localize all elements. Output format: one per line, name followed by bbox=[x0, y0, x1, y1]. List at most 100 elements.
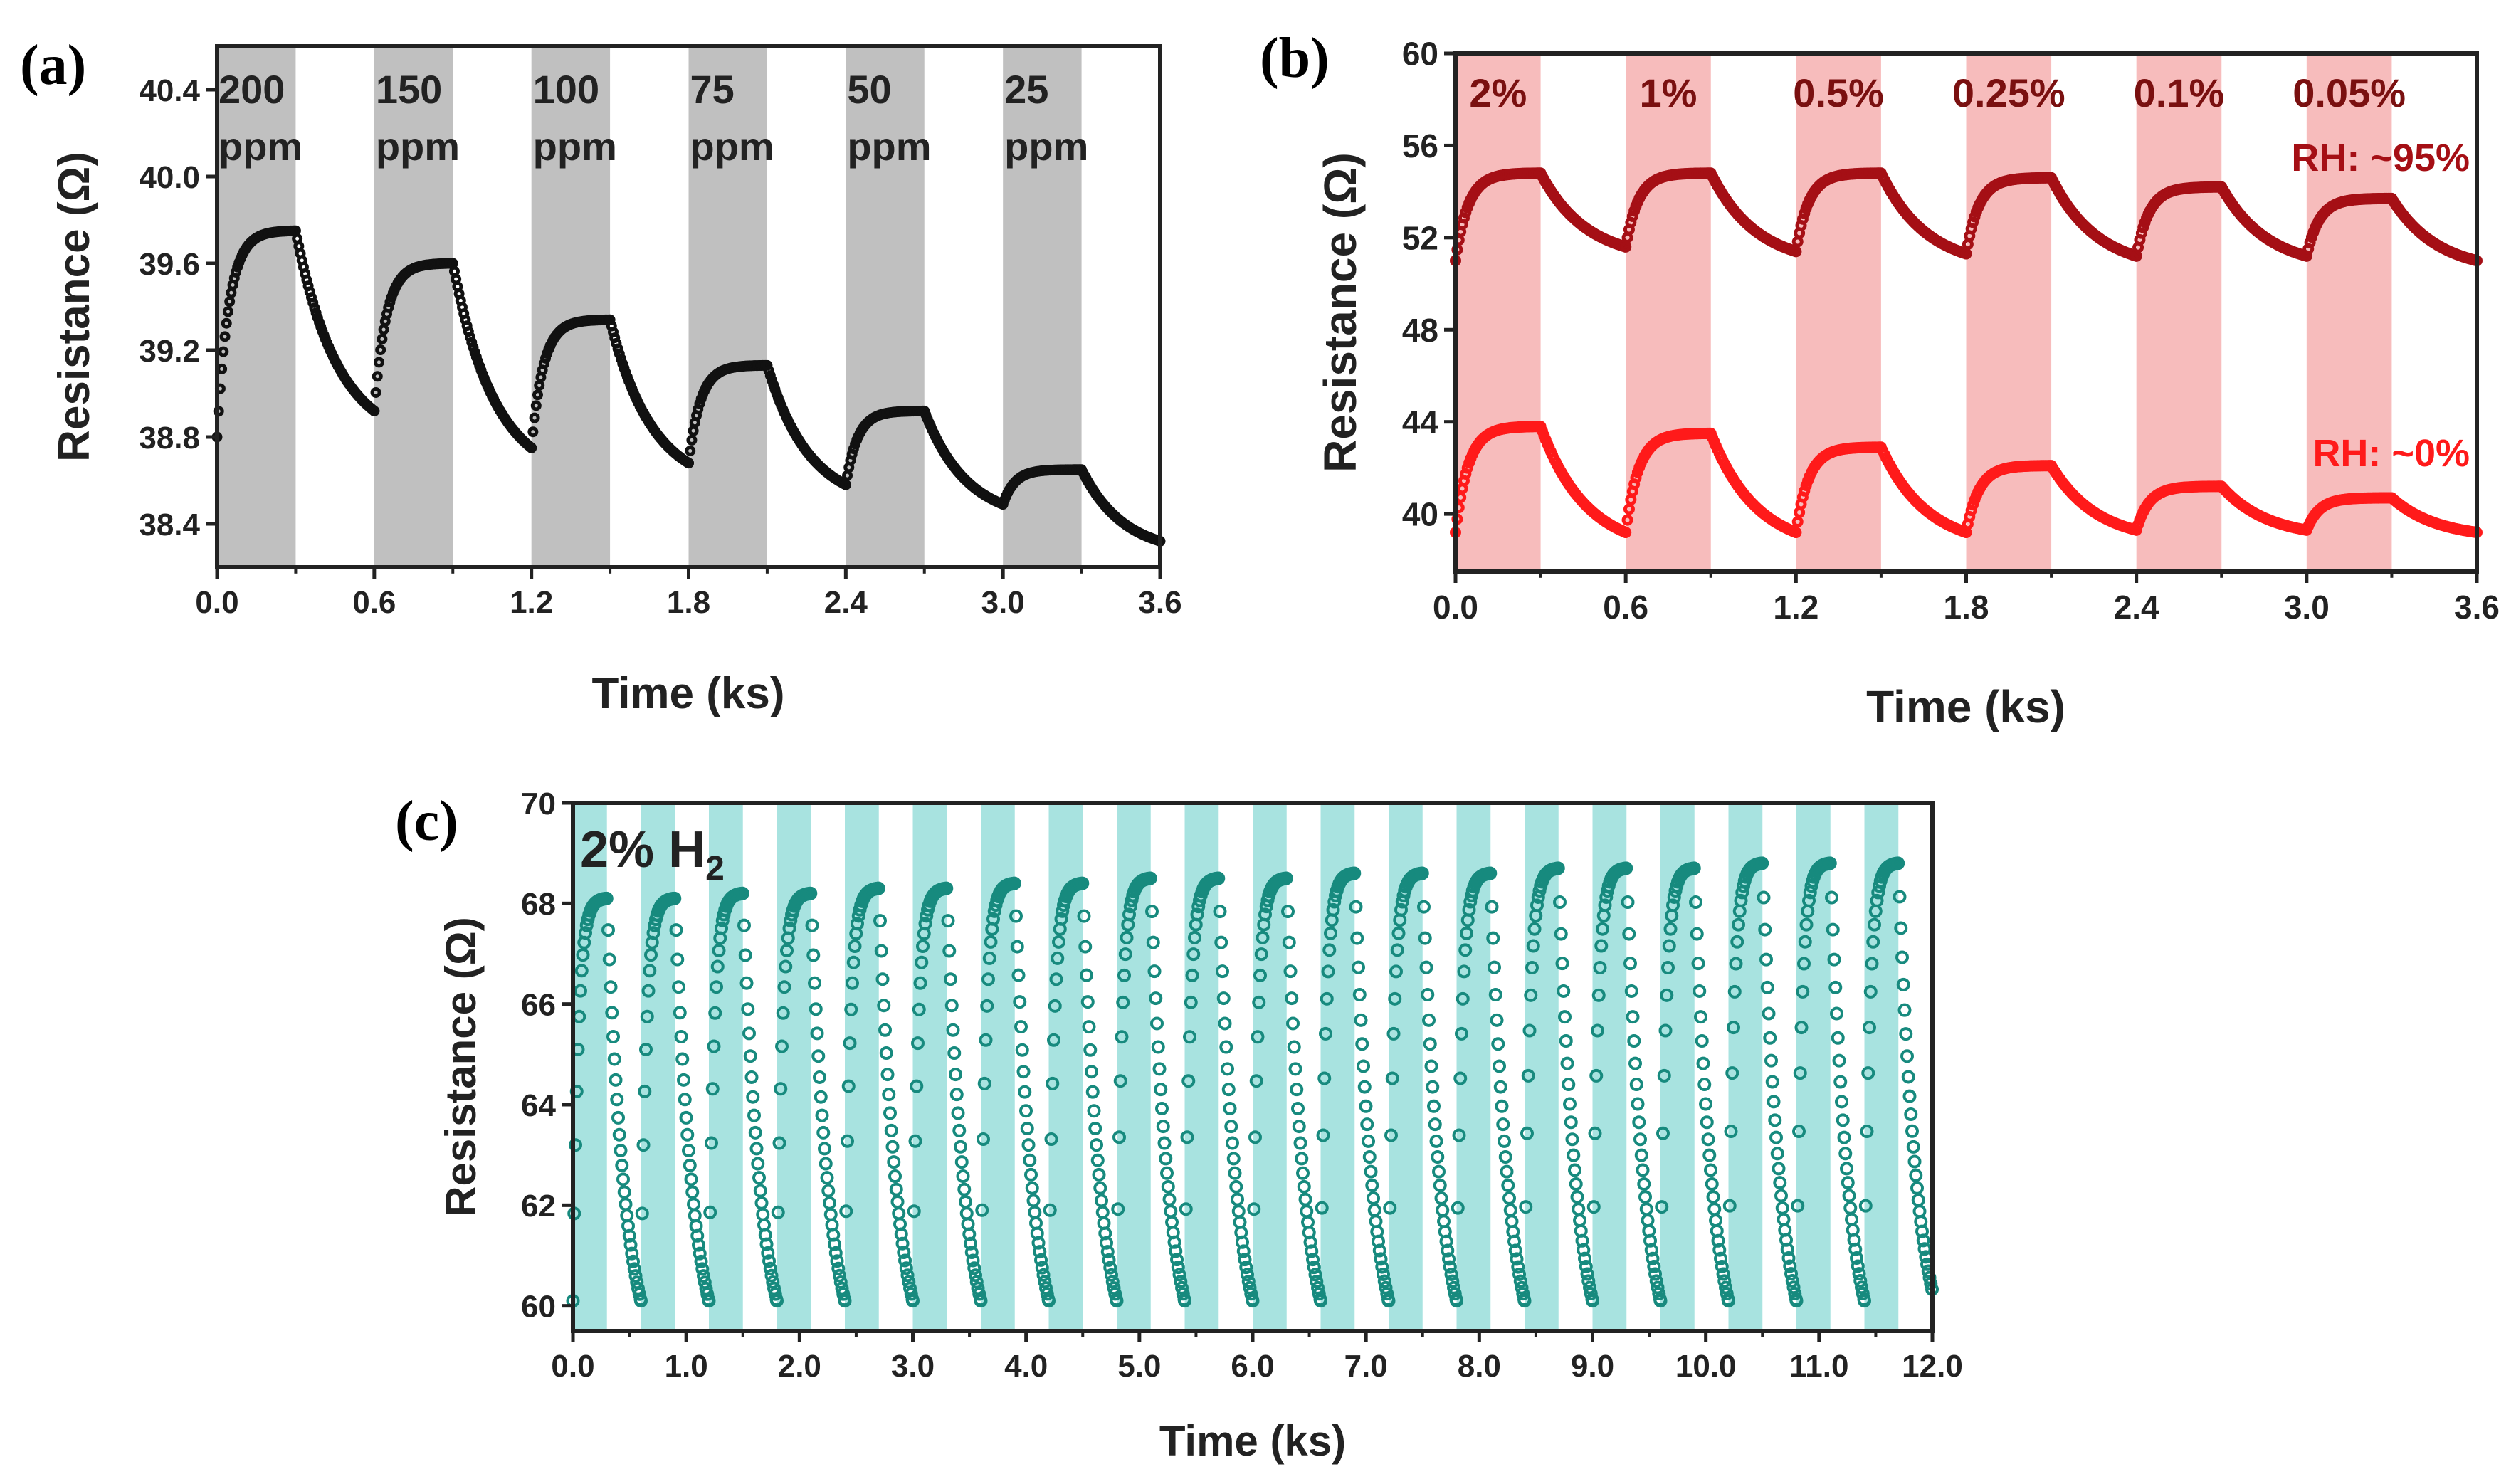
c-data-point bbox=[774, 1082, 788, 1096]
c-data-point bbox=[604, 980, 618, 994]
c-data-point bbox=[1155, 1101, 1169, 1115]
c-data-point bbox=[1087, 1104, 1101, 1118]
c-data-point bbox=[1118, 947, 1132, 962]
c-data-point bbox=[1705, 1177, 1719, 1191]
c-data-point bbox=[1458, 943, 1473, 957]
c-data-point bbox=[599, 891, 614, 905]
c-data-point bbox=[1229, 1179, 1243, 1194]
c-data-point bbox=[1251, 1030, 1265, 1044]
c-data-point bbox=[1176, 1287, 1190, 1301]
a-x-tick-label: 3.0 bbox=[981, 585, 1025, 620]
c-data-point bbox=[1792, 1125, 1806, 1139]
c-data-point bbox=[1647, 1260, 1661, 1274]
c-data-point bbox=[1172, 1268, 1186, 1282]
c-data-point bbox=[703, 1205, 717, 1219]
c-data-point bbox=[1772, 1162, 1786, 1176]
c-data-point bbox=[969, 1268, 983, 1283]
c-data-point bbox=[1009, 909, 1023, 923]
c-data-point bbox=[1865, 957, 1879, 971]
c-data-point bbox=[1707, 1202, 1722, 1216]
c-data-point bbox=[1249, 1074, 1263, 1088]
c-data-point bbox=[1256, 930, 1270, 944]
b-exposure-bands bbox=[1456, 53, 2392, 572]
c-data-point bbox=[1894, 921, 1908, 935]
c-data-point bbox=[1052, 935, 1066, 949]
c-data-point bbox=[939, 881, 954, 895]
c-data-point bbox=[1519, 1200, 1533, 1214]
c-data-point bbox=[1515, 1280, 1529, 1295]
c-data-point bbox=[1513, 1274, 1527, 1288]
panel-c: (c) 0.0 1.0 2.0 3.0 4.0 5.0 6.0 7.0 8.0 9.0 10.0 11… bbox=[395, 786, 1963, 1465]
c-data-point bbox=[1780, 1242, 1794, 1256]
c-data-point bbox=[1716, 1267, 1730, 1281]
a-y-tick-label: 40.4 bbox=[139, 73, 200, 108]
c-data-point bbox=[1014, 1020, 1028, 1034]
c-data-point bbox=[1221, 1062, 1235, 1076]
c-data-point bbox=[969, 1275, 984, 1289]
c-data-point bbox=[762, 1254, 777, 1268]
c-data-point bbox=[782, 921, 796, 935]
c-data-point bbox=[1791, 1199, 1805, 1213]
c-data-point bbox=[747, 1108, 762, 1122]
c-data-point bbox=[1174, 1274, 1188, 1288]
c-data-point bbox=[1558, 1010, 1572, 1024]
c-data-point bbox=[1113, 1074, 1127, 1088]
c-data-point bbox=[1490, 1013, 1504, 1027]
c-data-point bbox=[1694, 1010, 1708, 1024]
c-data-point bbox=[1762, 1006, 1776, 1021]
c-data-point bbox=[1253, 968, 1268, 982]
c-data-point bbox=[1105, 1275, 1120, 1289]
c-data-point bbox=[1832, 1053, 1846, 1068]
c-data-point bbox=[980, 999, 994, 1013]
c-data-point bbox=[627, 1262, 641, 1276]
c-data-point bbox=[1911, 1193, 1925, 1207]
c-y-tick-label: 66 bbox=[521, 988, 556, 1023]
a-y-axis-title: Resistance (Ω) bbox=[50, 152, 99, 462]
c-data-point bbox=[1838, 1147, 1853, 1161]
c-data-point bbox=[1858, 1199, 1873, 1213]
c-data-point bbox=[741, 1002, 755, 1016]
c-data-point bbox=[1306, 1253, 1320, 1267]
a-data-series bbox=[211, 225, 1166, 547]
c-data-point bbox=[1180, 1130, 1194, 1144]
c-data-point bbox=[1369, 1214, 1383, 1228]
c-data-point bbox=[889, 1182, 903, 1196]
c-data-point bbox=[1796, 984, 1810, 999]
b-y-ticks: 40 44 48 52 56 60 bbox=[1402, 36, 1456, 533]
c-data-point bbox=[814, 1090, 828, 1104]
c-data-point bbox=[746, 1090, 760, 1104]
c-data-point bbox=[1763, 1031, 1777, 1045]
c-data-point bbox=[1596, 922, 1610, 936]
c-data-point bbox=[1564, 1115, 1578, 1130]
c-data-point bbox=[710, 959, 725, 974]
c-data-point bbox=[1706, 1190, 1720, 1204]
c-data-point bbox=[1639, 1202, 1653, 1216]
c-data-point bbox=[1503, 1203, 1517, 1217]
c-data-point bbox=[744, 1070, 759, 1084]
c-data-point bbox=[638, 1084, 652, 1098]
c-data-point bbox=[1486, 931, 1500, 945]
c-data-point bbox=[1896, 977, 1910, 991]
c-data-point bbox=[1279, 871, 1293, 885]
c-data-point bbox=[1291, 1101, 1305, 1115]
c-data-point bbox=[1433, 1178, 1447, 1192]
c-data-point bbox=[1286, 1016, 1300, 1031]
c-data-point bbox=[1835, 1095, 1849, 1109]
c-data-point bbox=[1171, 1261, 1185, 1275]
c-data-point bbox=[1319, 1026, 1333, 1041]
c-data-point bbox=[809, 1002, 823, 1016]
c-data-point bbox=[1767, 1095, 1781, 1109]
c-x-tick-label: 9.0 bbox=[1571, 1349, 1614, 1384]
a-data-point bbox=[218, 346, 229, 357]
c-data-point bbox=[1845, 1212, 1859, 1226]
a-y-tick-label: 38.4 bbox=[139, 507, 200, 542]
a-x-tick-label: 3.6 bbox=[1138, 585, 1181, 620]
b-x-tick-label: 3.0 bbox=[2284, 589, 2330, 626]
c-data-point bbox=[984, 935, 998, 949]
c-data-point bbox=[610, 1093, 624, 1107]
c-x-axis-title: Time (ks) bbox=[1159, 1417, 1346, 1465]
c-data-point bbox=[1292, 1120, 1306, 1134]
c-data-point bbox=[1700, 1115, 1714, 1130]
c-data-point bbox=[915, 955, 929, 969]
c-data-point bbox=[1211, 871, 1226, 885]
